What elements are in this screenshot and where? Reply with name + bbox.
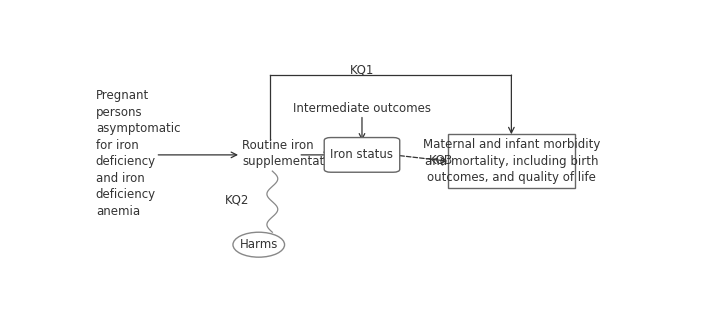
Text: Routine iron
supplementation: Routine iron supplementation xyxy=(243,139,343,168)
FancyBboxPatch shape xyxy=(447,134,576,188)
Text: Iron status: Iron status xyxy=(330,148,393,161)
Text: KQ2: KQ2 xyxy=(224,193,249,206)
Text: KQ3: KQ3 xyxy=(429,153,453,167)
Text: Maternal and infant morbidity
and mortality, including birth
outcomes, and quali: Maternal and infant morbidity and mortal… xyxy=(423,138,600,184)
Ellipse shape xyxy=(233,232,285,257)
Text: Harms: Harms xyxy=(240,238,278,251)
FancyBboxPatch shape xyxy=(325,138,400,172)
Text: Pregnant
persons
asymptomatic
for iron
deficiency
and iron
deficiency
anemia: Pregnant persons asymptomatic for iron d… xyxy=(96,89,180,218)
Text: KQ1: KQ1 xyxy=(350,64,374,76)
Text: Intermediate outcomes: Intermediate outcomes xyxy=(293,102,431,115)
